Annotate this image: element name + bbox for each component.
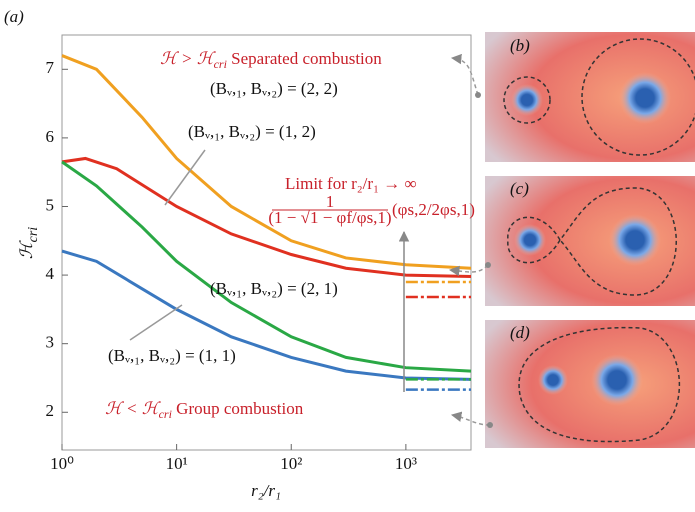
curve <box>61 160 472 373</box>
x-tick-label: 10⁰ <box>50 454 74 473</box>
connector-dot <box>475 92 481 98</box>
panel-label: (b) <box>510 36 530 55</box>
panel-label: (c) <box>510 179 529 198</box>
x-tick-label: 10² <box>280 454 302 473</box>
x-axis-label: r₂/r₁ <box>251 481 281 500</box>
limit-label: Limit for r₂/r₁ → ∞ <box>285 174 417 193</box>
y-tick-label: 7 <box>46 58 55 77</box>
group-label: ℋ < ℋcri Group combustion <box>105 399 304 421</box>
y-tick-label: 4 <box>46 264 55 283</box>
pointer <box>129 304 183 341</box>
curve <box>61 54 472 270</box>
curve-label: (Bᵥ,₁, Bᵥ,₂) = (1, 2) <box>188 122 316 141</box>
curve-label: (Bᵥ,₁, Bᵥ,₂) = (2, 1) <box>210 279 338 298</box>
formula-numerator: 1 <box>326 192 335 211</box>
connector-dot <box>485 262 491 268</box>
panel-b <box>485 32 695 162</box>
x-tick-label: 10³ <box>395 454 417 473</box>
curve <box>61 156 472 278</box>
separated-label: ℋ > ℋcri Separated combustion <box>160 49 382 71</box>
y-tick-label: 6 <box>46 127 55 146</box>
formula-denominator: (1 − √1 − φf/φs,1) <box>268 208 391 227</box>
panel-label: (a) <box>4 7 24 26</box>
curve-label: (Bᵥ,₁, Bᵥ,₂) = (2, 2) <box>210 79 338 98</box>
panel-c <box>485 176 695 306</box>
connector-dot <box>487 422 493 428</box>
panel-d <box>485 320 695 448</box>
panel-connectors <box>448 53 491 426</box>
x-tick-label: 10¹ <box>166 454 188 473</box>
curve <box>61 249 472 381</box>
y-tick-label: 2 <box>46 401 55 420</box>
y-tick-label: 3 <box>46 333 55 352</box>
pointer <box>164 149 206 206</box>
plot-frame <box>61 34 472 451</box>
panel-label: (d) <box>510 323 530 342</box>
y-axis-label: ℋcri <box>17 227 41 259</box>
curve-label: (Bᵥ,₁, Bᵥ,₂) = (1, 1) <box>108 346 236 365</box>
formula-factor: (φs,2/2φs,1) <box>392 200 475 219</box>
y-tick-label: 5 <box>46 195 55 214</box>
